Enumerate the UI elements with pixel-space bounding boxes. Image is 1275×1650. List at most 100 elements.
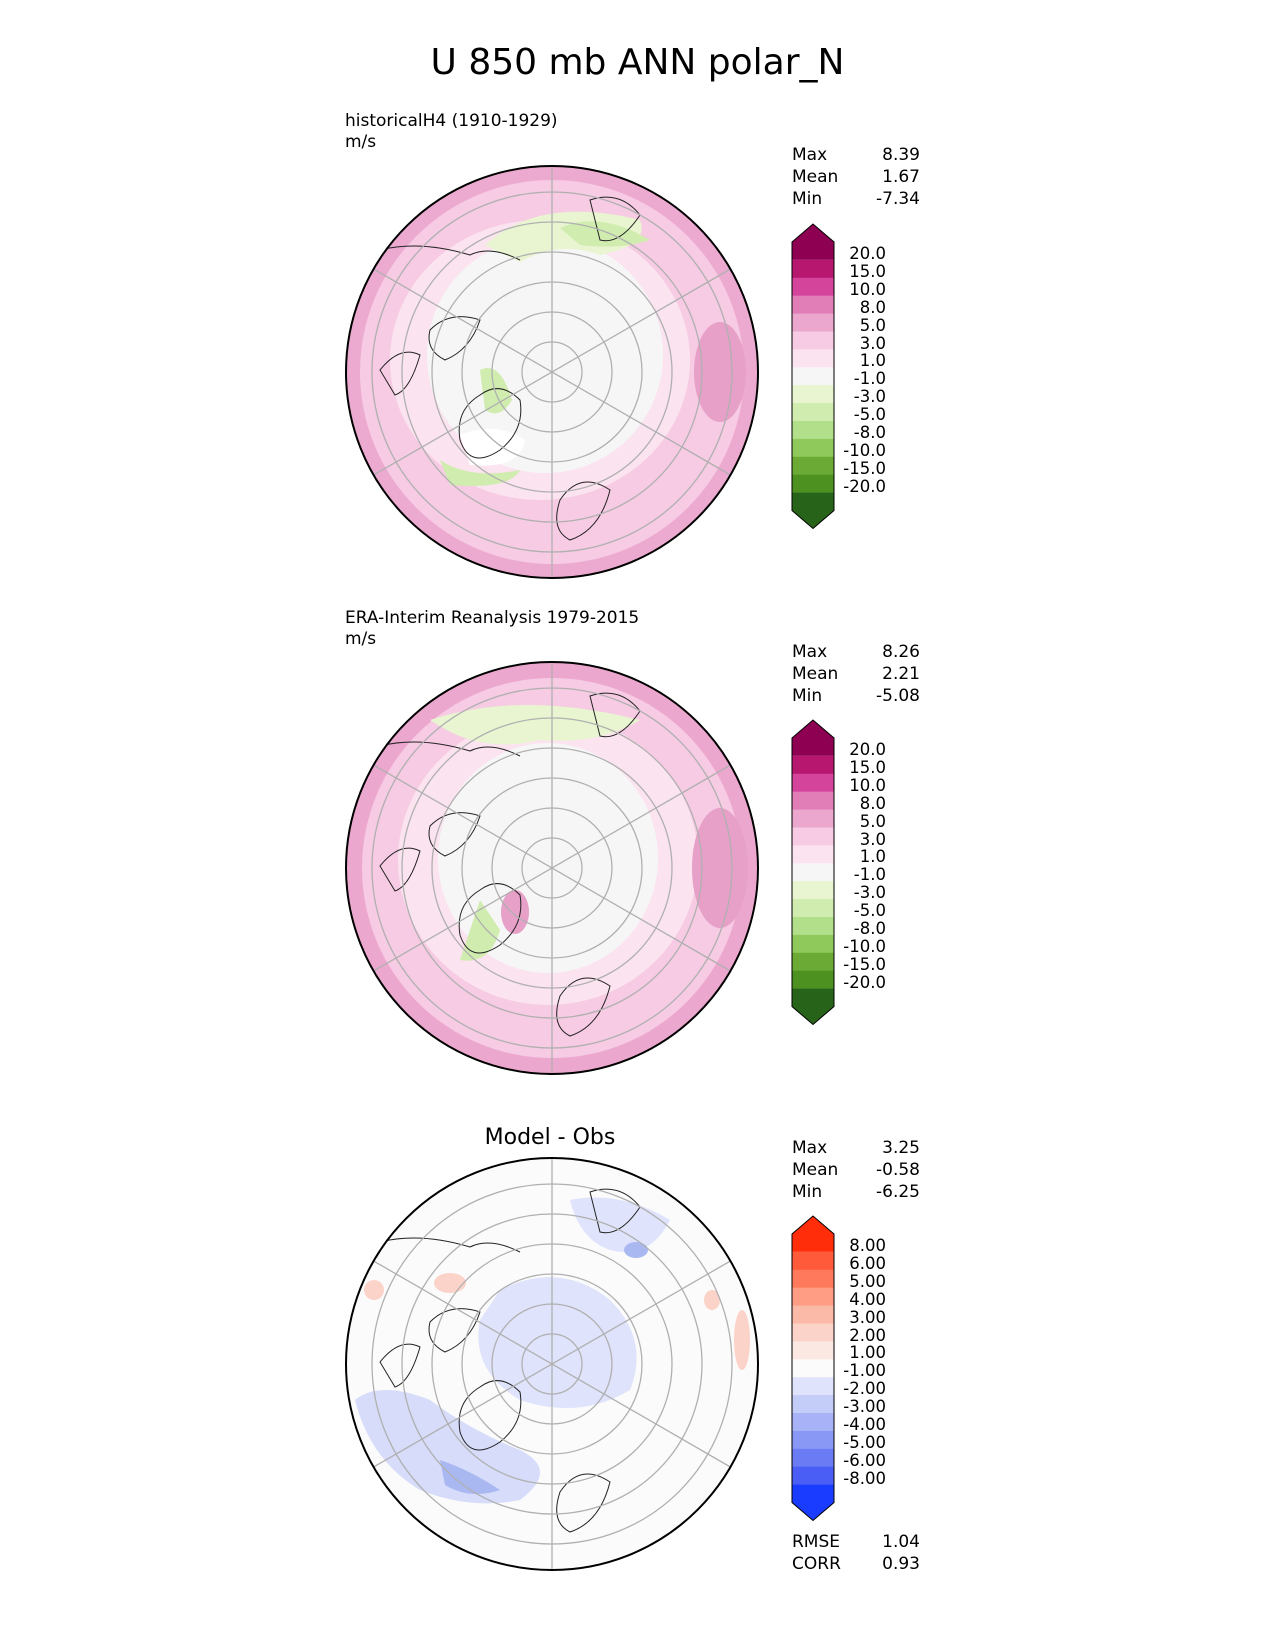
colorbar-tick-label: 5.0 [859, 811, 886, 831]
colorbar-tick-label: -5.0 [853, 405, 886, 425]
colorbar-tick-label: 15.0 [849, 757, 886, 777]
panel-reference-title-line1: ERA-Interim Reanalysis 1979-2015 [345, 608, 640, 628]
stat-max-label: Max [792, 1138, 828, 1158]
colorbar-reference-labels: 20.0 15.0 10.0 8.0 5.0 3.0 1.0 -1.0 -3.0 -5.0 -8.0… [830, 741, 886, 992]
graticule [371, 662, 733, 1074]
stat-mean-label: Mean [792, 167, 839, 187]
colorbar-tick-label: -15.0 [843, 954, 886, 974]
panel-reference-title: ERA-Interim Reanalysis 1979-2015 m/s [345, 608, 639, 650]
panel-diff-stats: Max 3.25 Mean -0.58 Min -6.25 [792, 1137, 920, 1203]
colorbar-segment [792, 1251, 834, 1271]
colorbar-segment [792, 1305, 834, 1324]
panel-test-title: historicalH4 (1910-1929) m/s [345, 111, 558, 153]
colorbar-tick-label: -2.00 [843, 1379, 886, 1399]
graticule [371, 166, 733, 578]
colorbar-segment [792, 755, 834, 775]
colorbar-tick-label: 8.0 [859, 297, 886, 317]
colorbar-segment [792, 917, 834, 936]
colorbar-tick-label: 4.00 [849, 1289, 886, 1309]
colorbar-tick-label: 8.0 [859, 793, 886, 813]
colorbar-tick-label: -10.0 [843, 440, 886, 460]
colorbar-segment [792, 1269, 834, 1289]
graticule [371, 1158, 733, 1570]
stat-min-label: Min [792, 686, 823, 706]
colorbar-tick-label: 3.0 [859, 333, 886, 353]
colorbar-tick-label: 20.0 [849, 244, 886, 263]
colorbar-segment [792, 1448, 834, 1468]
stat-max-value: 8.39 [882, 145, 920, 165]
colorbar-tick-label: -8.0 [853, 423, 886, 443]
colorbar-tick-label: 20.0 [849, 740, 886, 759]
colorbar-segment [792, 277, 834, 297]
colorbar-segment [792, 259, 834, 279]
colorbar-diff [791, 1215, 835, 1522]
map-diff [345, 1157, 759, 1571]
stat-mean-label: Mean [792, 1160, 839, 1180]
colorbar-segment [792, 403, 834, 422]
colorbar-reference [791, 719, 835, 1026]
colorbar-segment [792, 791, 834, 811]
colorbar-tick-label: -15.0 [843, 458, 886, 478]
colorbar-top-extend [792, 1216, 834, 1252]
panel-test-title-line1: historicalH4 (1910-1929) [345, 111, 558, 131]
colorbar-diff-labels: 8.00 6.00 5.00 4.00 3.00 2.00 1.00 -1.00 -2.00 -3… [830, 1237, 886, 1488]
colorbar-tick-label: 6.00 [849, 1253, 886, 1273]
colorbar-segment [792, 845, 834, 864]
colorbar-segment [792, 809, 834, 828]
stat-mean-label: Mean [792, 664, 839, 684]
colorbar-segment [792, 1287, 834, 1307]
stat-max-label: Max [792, 145, 828, 165]
colorbar-tick-label: -4.00 [843, 1415, 886, 1435]
stat-mean-value: -0.58 [876, 1160, 920, 1180]
colorbar-segment [792, 827, 834, 846]
colorbar-segment [792, 899, 834, 918]
colorbar-tick-label: 1.00 [849, 1343, 886, 1363]
colorbar-segment [792, 863, 834, 882]
colorbar-segment [792, 1341, 834, 1360]
colorbar-tick-label: -1.0 [853, 369, 886, 389]
rmse-label: RMSE [792, 1532, 841, 1552]
colorbar-top-extend [792, 224, 834, 260]
colorbar-tick-label: -3.0 [853, 883, 886, 903]
corr-label: CORR [792, 1554, 841, 1574]
panel-test-stats: Max 8.39 Mean 1.67 Min -7.34 [792, 144, 920, 210]
colorbar-tick-label: -8.0 [853, 919, 886, 939]
colorbar-segment [792, 1430, 834, 1450]
colorbar-bottom-extend [792, 988, 834, 1025]
colorbar-tick-label: 1.0 [859, 847, 886, 867]
colorbar-segment [792, 474, 834, 494]
colorbar-segment [792, 952, 834, 972]
map-boundary [345, 1157, 759, 1571]
colorbar-segment [792, 1466, 834, 1486]
colorbar-tick-label: 5.00 [849, 1271, 886, 1291]
stat-min-value: -5.08 [876, 686, 920, 706]
colorbar-tick-label: -5.0 [853, 901, 886, 921]
stat-mean-value: 1.67 [882, 167, 920, 187]
panel-reference-stats: Max 8.26 Mean 2.21 Min -5.08 [792, 641, 920, 707]
stat-min-label: Min [792, 1182, 823, 1202]
stat-max-label: Max [792, 642, 828, 662]
colorbar-segment [792, 881, 834, 900]
colorbar-tick-label: -1.00 [843, 1361, 886, 1381]
colorbar-tick-label: -3.00 [843, 1397, 886, 1417]
colorbar-segment [792, 313, 834, 332]
colorbar-segment [792, 367, 834, 386]
colorbar-tick-label: 10.0 [849, 279, 886, 299]
colorbar-tick-label: -10.0 [843, 936, 886, 956]
colorbar-tick-label: 1.0 [859, 351, 886, 371]
panel-reference-units: m/s [345, 629, 377, 649]
colorbar-outline [791, 223, 835, 530]
colorbar-tick-label: -8.00 [843, 1468, 886, 1488]
panel-test-units: m/s [345, 132, 377, 152]
colorbar-tick-label: 8.00 [849, 1236, 886, 1255]
stat-mean-value: 2.21 [882, 664, 920, 684]
colorbar-tick-label: 3.00 [849, 1307, 886, 1327]
colorbar-segment [792, 456, 834, 476]
colorbar-tick-label: -20.0 [843, 972, 886, 992]
colorbar-segment [792, 349, 834, 368]
colorbar-tick-label: 10.0 [849, 775, 886, 795]
map-test [345, 165, 759, 579]
colorbar-top-extend [792, 720, 834, 756]
colorbar-segment [792, 295, 834, 315]
